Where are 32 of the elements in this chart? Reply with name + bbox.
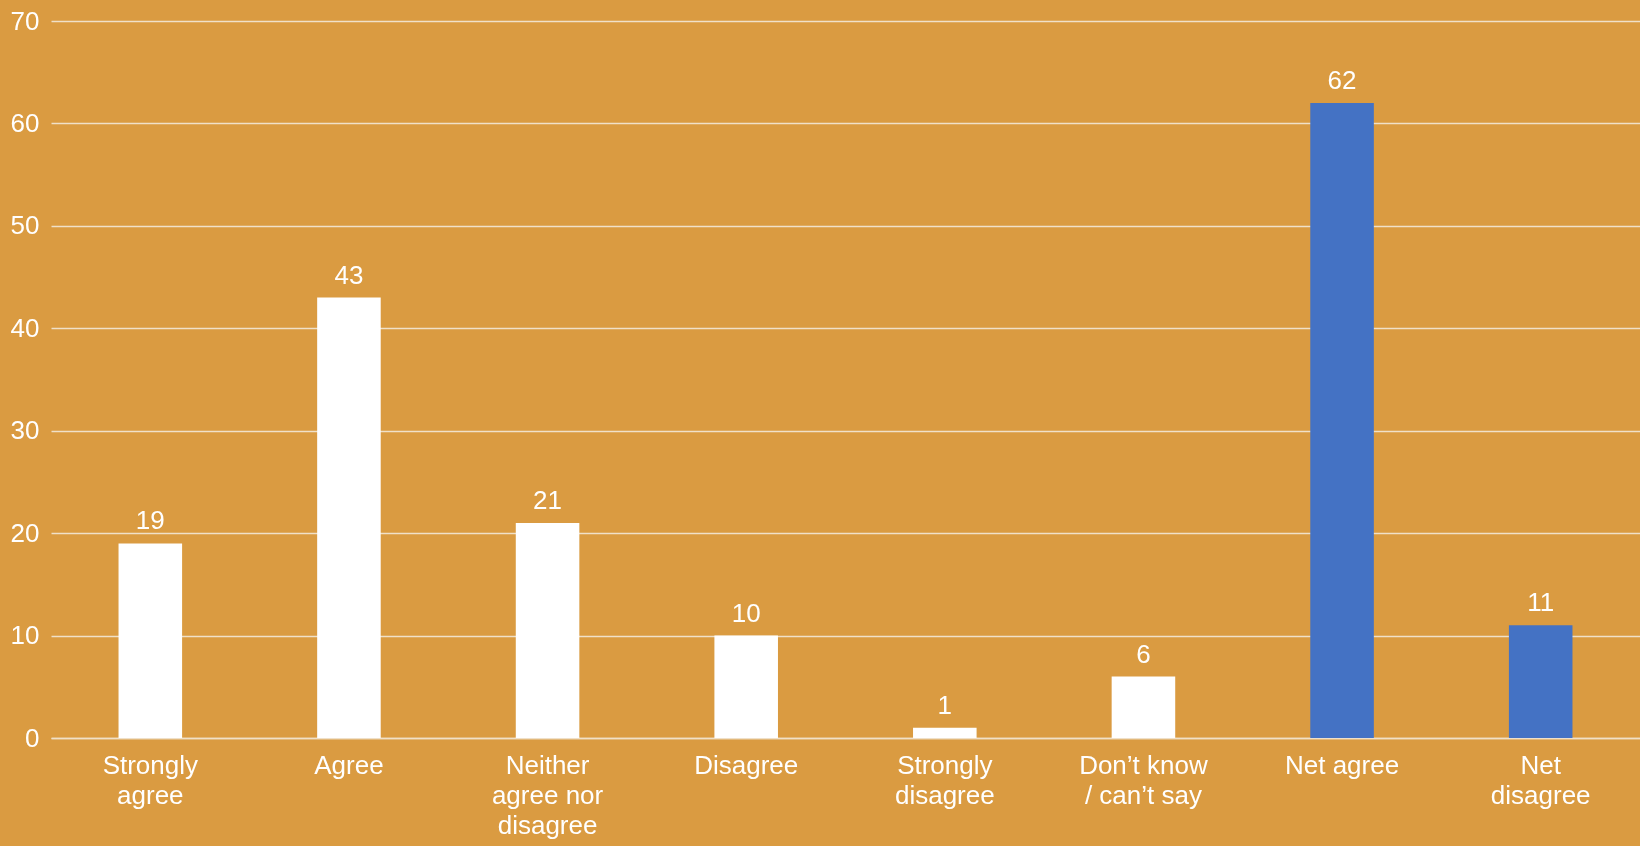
y-tick-label: 20 (10, 517, 40, 548)
bar (1310, 102, 1374, 738)
x-tick-label: Don’t know / can’t say (1079, 749, 1208, 810)
y-tick-label: 40 (10, 312, 40, 343)
x-tick-label: Strongly disagree (894, 749, 995, 810)
x-tick-label: Net disagree (1490, 749, 1591, 810)
x-tick-label: Disagree (694, 749, 799, 780)
y-tick-label: 30 (10, 415, 40, 446)
data-label: 19 (135, 505, 165, 536)
y-tick-label: 60 (10, 107, 40, 138)
bar (118, 543, 183, 738)
x-tick-label: Net agree (1284, 749, 1400, 780)
bar (714, 635, 778, 738)
data-label: 6 (1136, 638, 1151, 669)
y-tick-label: 50 (10, 210, 40, 241)
bar (515, 522, 580, 738)
y-tick-label: 10 (10, 620, 40, 651)
y-tick-label: 0 (25, 722, 40, 753)
data-label: 10 (731, 597, 761, 628)
data-label: 21 (533, 484, 563, 515)
data-label: 62 (1327, 64, 1357, 95)
x-tick-label: Strongly agree (102, 749, 199, 810)
data-label: 1 (937, 689, 953, 720)
x-tick-label: Neither agree nor disagree (491, 749, 604, 840)
y-tick-label: 70 (10, 5, 40, 36)
data-label: 43 (334, 259, 364, 290)
bar (913, 727, 977, 738)
data-label: 11 (1527, 587, 1555, 618)
bar (317, 297, 381, 738)
bar (1111, 676, 1176, 738)
x-tick-label: Agree (314, 749, 384, 780)
bar (1508, 625, 1573, 738)
